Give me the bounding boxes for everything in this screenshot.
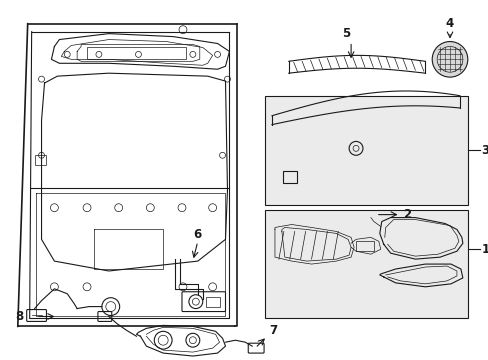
Circle shape bbox=[431, 41, 467, 77]
Bar bbox=[282, 171, 296, 183]
Text: 5: 5 bbox=[341, 27, 349, 40]
Bar bbox=[35, 155, 46, 165]
Bar bbox=[264, 210, 467, 319]
Text: 1: 1 bbox=[481, 243, 488, 256]
Bar bbox=[264, 96, 467, 205]
Bar bbox=[87, 48, 185, 59]
Text: 4: 4 bbox=[445, 17, 453, 30]
Text: 8: 8 bbox=[15, 310, 23, 323]
Text: 6: 6 bbox=[193, 228, 202, 241]
Text: 3: 3 bbox=[481, 144, 488, 157]
Bar bbox=[355, 241, 373, 251]
Text: 2: 2 bbox=[403, 208, 411, 221]
Bar bbox=[205, 297, 219, 307]
Text: 7: 7 bbox=[268, 324, 277, 337]
